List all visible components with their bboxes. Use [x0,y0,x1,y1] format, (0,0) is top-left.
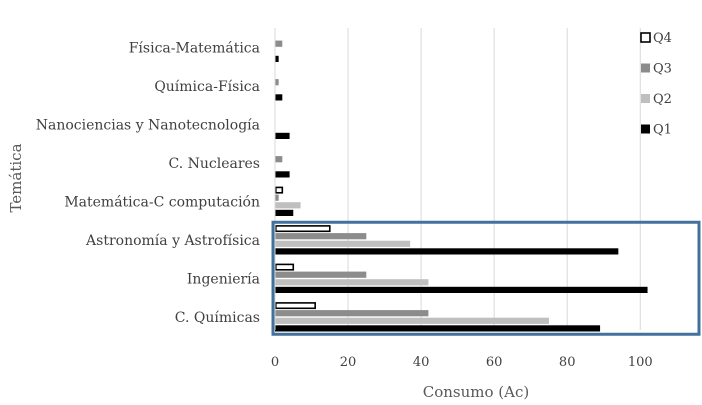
x-axis-title: Consumo (Ac) [423,383,530,401]
bar-q3 [275,194,279,201]
legend: Q4 Q3 Q2 Q1 [640,31,672,138]
bar-q3 [275,233,367,240]
bar-q4 [274,263,295,271]
bars [274,40,648,332]
bar-q1 [275,94,283,101]
x-tick-label: 60 [486,355,503,370]
legend-swatch-q2 [641,94,650,103]
bar-q1 [275,132,290,139]
bar-q3 [275,310,429,317]
bar-q1 [275,209,294,216]
category-label: Matemática-C computación [64,195,260,211]
highlight-box [271,220,701,336]
legend-label-q3: Q3 [653,62,672,77]
legend-label-q2: Q2 [653,92,672,107]
x-tick-label: 0 [271,355,279,370]
bar-q3 [275,156,283,163]
legend-label-q4: Q4 [653,31,672,46]
category-labels: Física-Matemática Química-Física Nanocienc… [36,41,260,327]
bar-q2 [275,279,429,286]
bar-q1 [275,171,290,178]
bar-q1 [275,248,619,255]
category-label: C. Nucleares [169,156,261,172]
bar-q1 [275,325,601,332]
category-label: Astronomía y Astrofísica [85,233,260,249]
category-label: Química-Física [154,79,260,95]
bar-q2 [275,202,301,209]
bar-q3 [275,40,283,47]
bar-q1 [275,55,279,62]
x-tick-label: 40 [413,355,430,370]
bar-q2 [275,317,549,324]
category-label: Física-Matemática [129,41,260,57]
legend-label-q1: Q1 [653,123,672,138]
bar-q4 [274,225,331,233]
y-axis-title: Temática [7,143,25,212]
legend-swatch-q3 [641,63,650,73]
x-tick-label: 100 [628,355,653,370]
bar-q4 [274,186,284,194]
x-tick-label: 80 [559,355,576,370]
legend-swatch-q1 [641,124,650,134]
bar-q1 [275,286,648,293]
bar-q4 [274,302,316,310]
bar-q2 [275,240,411,247]
category-label: Nanociencias y Nanotecnología [36,118,260,134]
x-tick-label: 20 [340,355,357,370]
category-label: Ingeniería [187,272,260,288]
bar-q3 [275,79,279,86]
legend-swatch-q4 [640,32,651,43]
category-label: C. Químicas [175,310,260,326]
bar-q3 [275,271,367,278]
x-tick-labels: 0 20 40 60 80 100 [271,355,653,370]
